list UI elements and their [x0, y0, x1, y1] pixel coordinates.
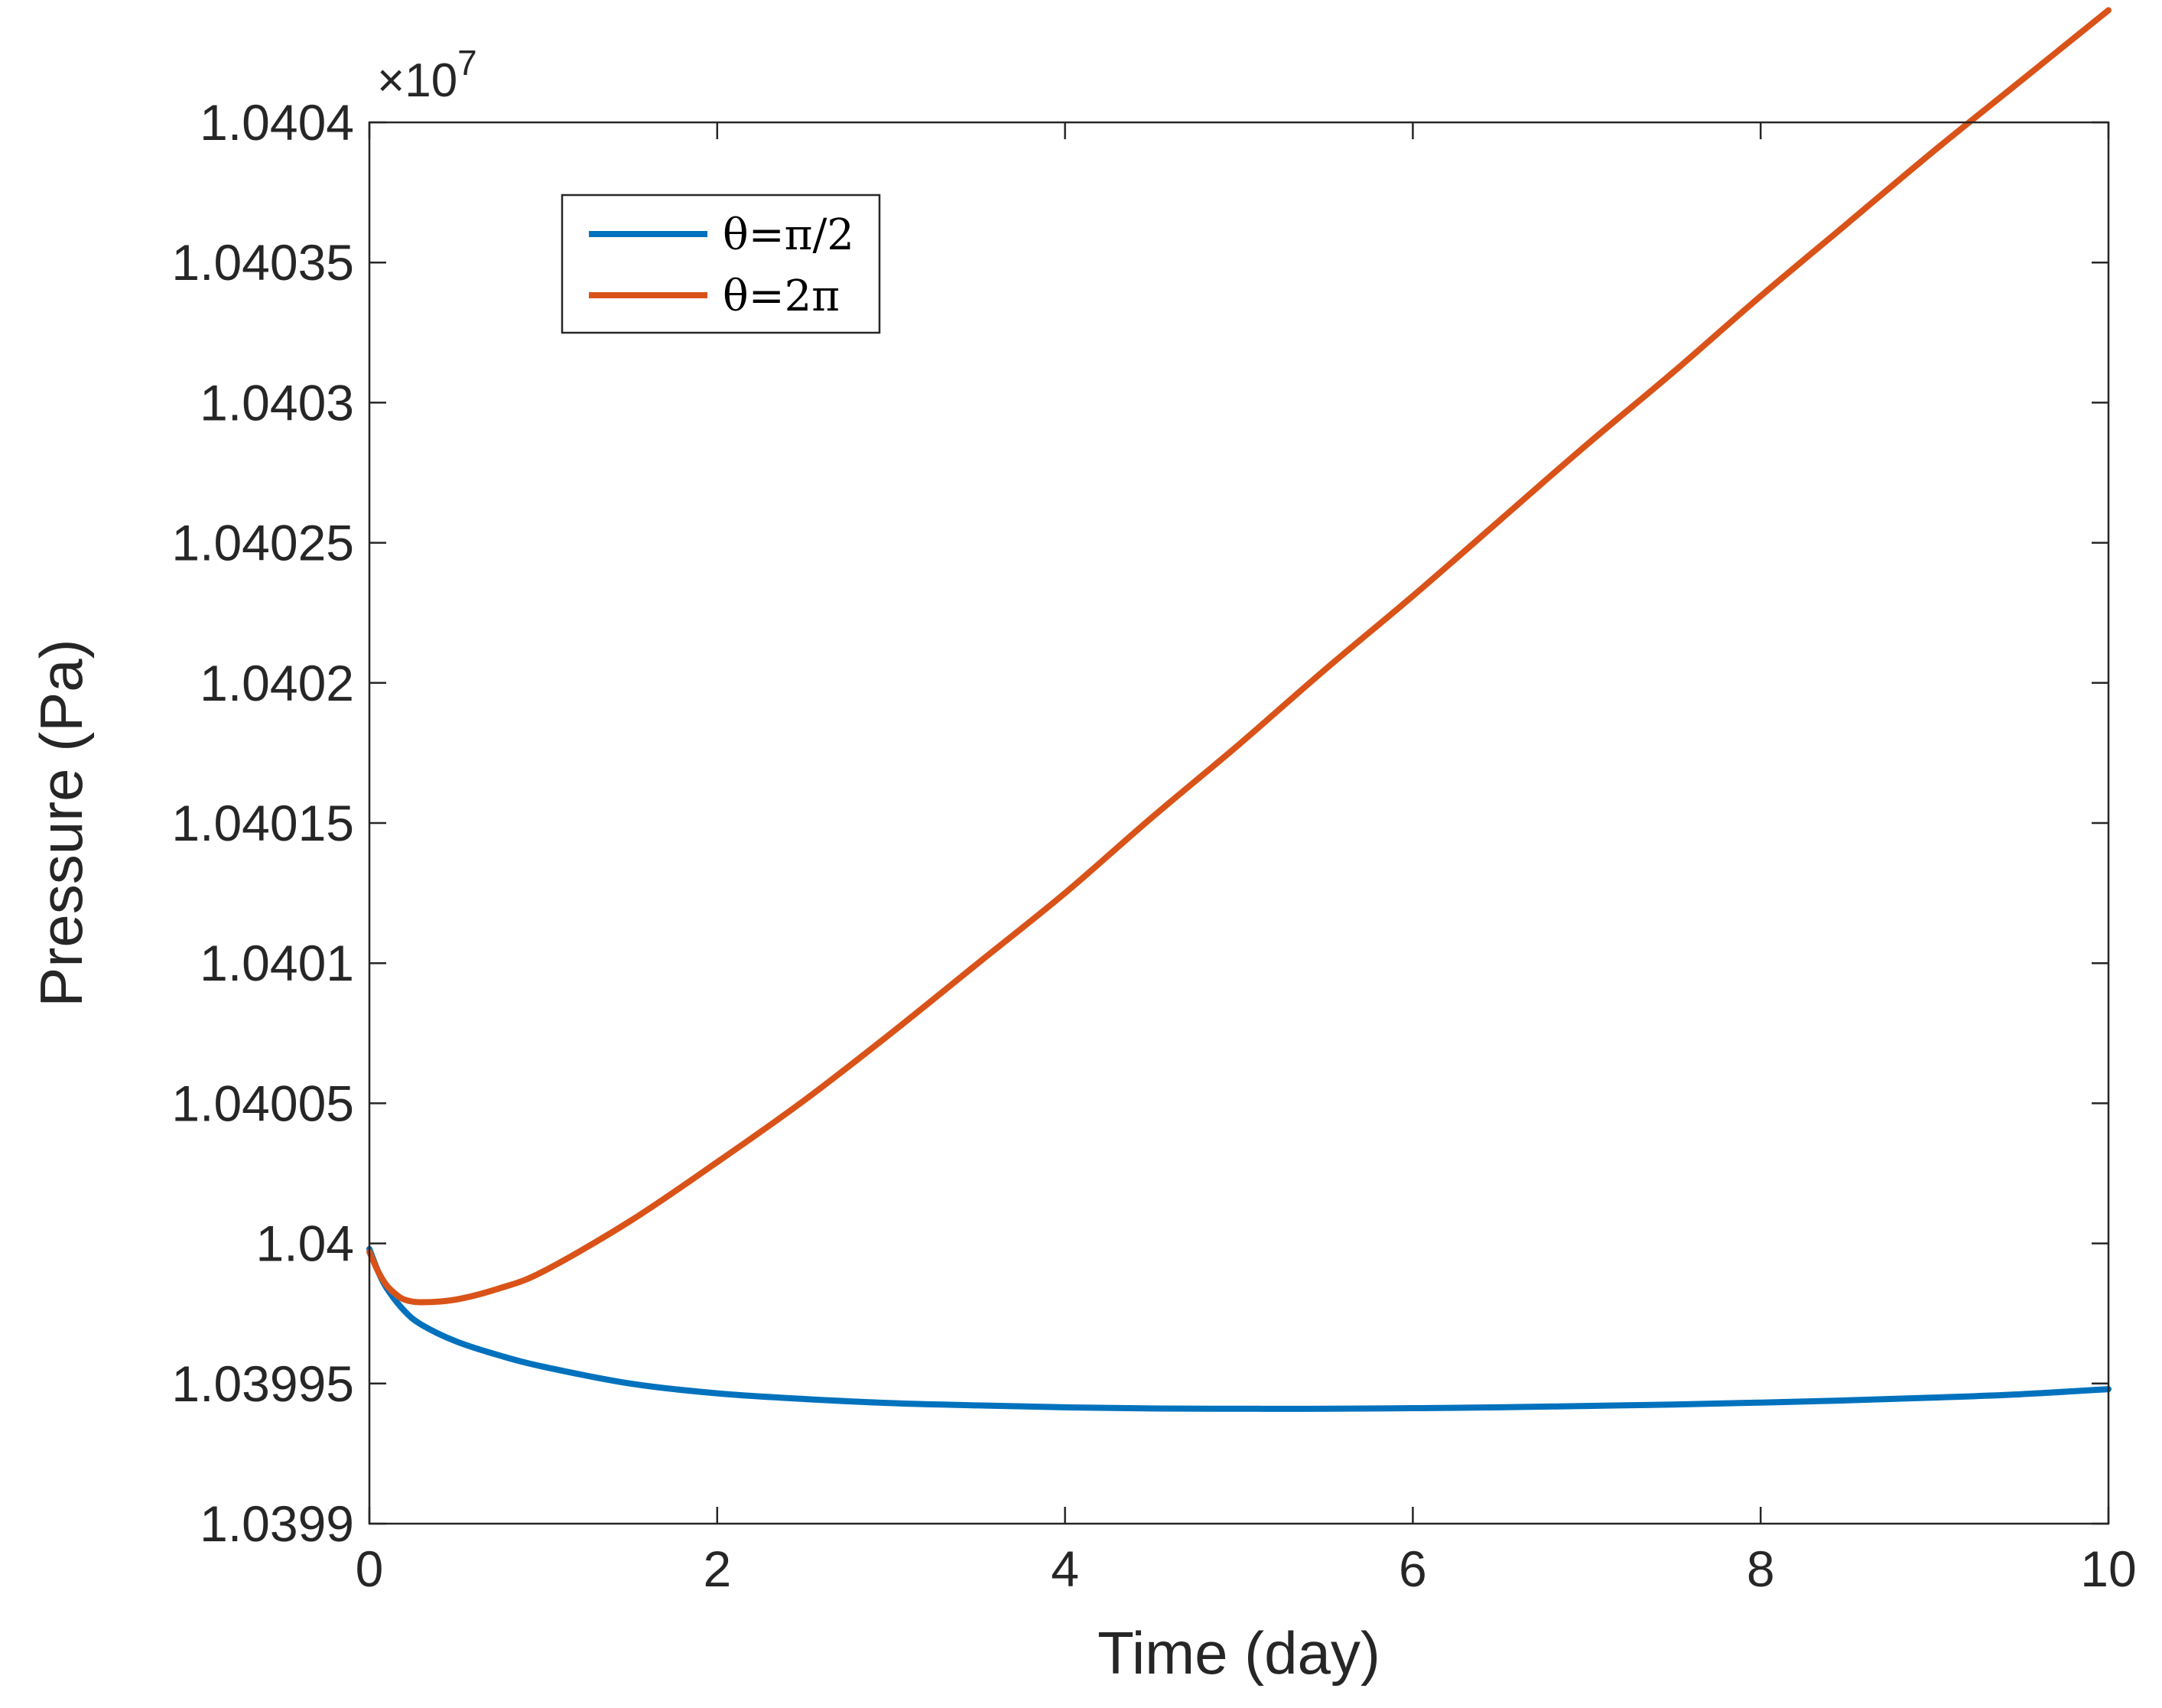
x-tick-label: 10 [2080, 1540, 2136, 1597]
legend-label-series-1: θ=π/2 [723, 210, 854, 260]
legend: θ=π/2 θ=2π [561, 194, 881, 334]
y-tick-label: 1.0403 [200, 374, 354, 431]
x-tick-label: 2 [703, 1540, 731, 1597]
y-tick-label: 1.0399 [200, 1495, 354, 1552]
series-line-1 [366, 1245, 2112, 1412]
y-tick-label: 1.04025 [171, 515, 354, 571]
y-exponent-label: ×107 [377, 43, 477, 107]
y-tick-label: 1.04005 [171, 1075, 354, 1131]
y-tick-label: 1.04 [256, 1215, 354, 1272]
x-axis-title: Time (day) [1097, 1619, 1380, 1687]
x-tick-label: 6 [1399, 1540, 1427, 1597]
legend-label-series-2: θ=2π [723, 272, 840, 321]
x-tick-label: 0 [356, 1540, 384, 1597]
x-tick-label: 4 [1051, 1540, 1079, 1597]
y-tick-label: 1.04035 [171, 234, 354, 291]
y-tick-label: 1.0402 [200, 655, 354, 711]
y-tick-label: 1.03995 [171, 1355, 354, 1412]
y-tick-label: 1.04015 [171, 795, 354, 851]
x-tick-label: 8 [1747, 1540, 1775, 1597]
series-line-2 [366, 7, 2112, 1306]
tick-layer: 0 2 4 6 8 10 1.0399 1.03995 1.04 1.04005 1.0401 1.0… [171, 94, 2136, 1597]
plot-area [369, 122, 2108, 1524]
y-tick-label: 1.0401 [200, 935, 354, 991]
y-exponent-power: 7 [457, 43, 477, 83]
y-axis-title: Pressure (Pa) [28, 639, 95, 1007]
y-tick-label: 1.0404 [200, 94, 354, 151]
series-layer [366, 7, 2112, 1412]
legend-box [561, 194, 881, 334]
